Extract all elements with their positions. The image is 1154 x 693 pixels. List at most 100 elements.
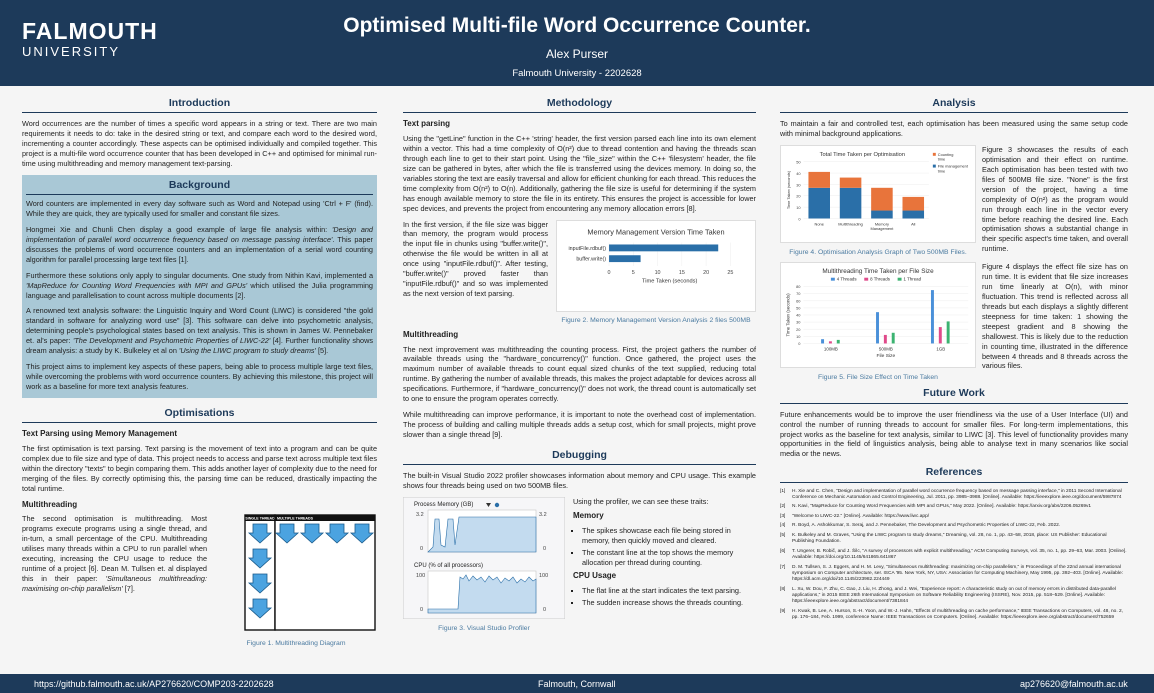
- figure-3: Process Memory (GB) 3.2 0 3.2 0 CPU (% o…: [402, 496, 566, 633]
- list-item: The constant line at the top shows the m…: [582, 548, 756, 568]
- debugging-p1: The built-in Visual Studio 2022 profiler…: [403, 471, 756, 491]
- bar: [938, 327, 942, 344]
- prof-cpu-label: CPU (% of all processors): [414, 563, 483, 569]
- poster-header: FALMOUTH UNIVERSITY Optimised Multi-file…: [0, 0, 1154, 86]
- svg-text:0: 0: [420, 607, 423, 613]
- reference-text: N. Kavi, "MapReduce for Counting Word Fr…: [792, 504, 1092, 510]
- methodology-heading: Methodology: [403, 96, 756, 114]
- svg-text:0: 0: [420, 546, 423, 552]
- optimisations-p1: The first optimisation is text parsing. …: [22, 443, 377, 493]
- tick-label: 0: [608, 269, 611, 275]
- bar-segment: [808, 187, 830, 219]
- optimisations-sub2: Multithreading: [22, 499, 78, 509]
- tick-label: 5: [632, 269, 635, 275]
- analysis-p1: To maintain a fair and controlled test, …: [780, 119, 1128, 139]
- svg-text:3.2: 3.2: [539, 512, 547, 518]
- memory-version-chart: Memory Management Version Time Taken 0 5 10…: [556, 219, 756, 312]
- column-right: Analysis To maintain a fair and controll…: [780, 96, 1128, 625]
- reference-item: [4] R. Boyd, A. Ashokkumar, S. Seraj, and…: [780, 523, 1128, 529]
- category-label: Multithreading: [838, 221, 863, 226]
- tick-label: 25: [727, 269, 733, 275]
- arrow-icon: [247, 524, 273, 544]
- figure-4-caption: Figure 4. Optimisation Analysis Graph of…: [789, 249, 967, 257]
- legend-label: time: [938, 169, 945, 174]
- figure-3-caption: Figure 3. Visual Studio Profiler: [438, 624, 530, 632]
- chart-title: Memory Management Version Time Taken: [587, 227, 724, 236]
- tick-label: 20: [796, 327, 801, 332]
- tick-label: 15: [679, 269, 685, 275]
- tick-label: 50: [796, 306, 801, 311]
- reference-text: T. Ungerer, B. Robič, and J. Šilc, "A su…: [792, 548, 1127, 561]
- methodology-p4: While multithreading can improve perform…: [403, 410, 756, 439]
- legend-label: File management: [938, 164, 969, 169]
- category-label: Management: [871, 226, 895, 231]
- prof-mem-label: Process Memory (GB): [414, 502, 473, 508]
- category-label: 500MB: [879, 347, 893, 352]
- reference-number: [5]: [780, 532, 786, 538]
- reference-item: [1] H. Xie and C. Chen, "Design and imple…: [780, 489, 1128, 502]
- legend-swatch: [932, 152, 936, 156]
- bar: [883, 335, 887, 344]
- category-label: buffer.write(): [576, 256, 606, 262]
- tick-label: 40: [796, 171, 801, 176]
- bar: [609, 243, 719, 251]
- bar-segment: [839, 187, 862, 219]
- fig1-multi-label: MULTIPLE THREADS: [277, 517, 314, 521]
- category-label: All: [911, 221, 915, 226]
- reference-number: [7]: [780, 564, 786, 570]
- legend-swatch: [830, 277, 835, 281]
- reference-number: [2]: [780, 504, 786, 510]
- footer-email-link[interactable]: ap276620@falmouth.ac.uk: [1020, 679, 1128, 689]
- figure-1-caption: Figure 1. Multithreading Diagram: [246, 640, 346, 648]
- arrow-icon: [247, 549, 273, 569]
- background-p2: Hongmei Xie and Chunli Chen display a go…: [26, 224, 373, 264]
- figure-2: Memory Management Version Time Taken 0 5 10…: [556, 219, 756, 326]
- references-list: [1] H. Xie and C. Chen, "Design and imple…: [780, 489, 1128, 622]
- tick-label: 30: [796, 182, 801, 187]
- reference-item: [8] L. Xu, W. Dou, F. Zhu, C. Gao, J. Liu…: [780, 587, 1128, 606]
- debugging-heading: Debugging: [403, 448, 756, 466]
- methodology-p1: Using the "getLine" function in the C++ …: [403, 134, 757, 213]
- affiliation: Falmouth University - 2202628: [512, 68, 642, 79]
- cpu-list: The flat line at the start indicates the…: [573, 586, 756, 608]
- bar-segment: [871, 210, 893, 219]
- background-p5: This project aims to implement key aspec…: [26, 362, 373, 391]
- bar: [946, 321, 950, 344]
- title-block: Optimised Multi-file Word Occurrence Cou…: [250, 14, 904, 79]
- tick-label: 30: [796, 320, 801, 325]
- fig1-single-label: SINGLE THREAD: [245, 517, 275, 521]
- footer-github-link[interactable]: https://github.falmouth.ac.uk/AP276620/C…: [34, 679, 274, 689]
- bar-segment: [902, 210, 925, 219]
- methodology-p3: The next improvement was multithreading …: [403, 344, 756, 404]
- tick-label: 10: [796, 334, 801, 339]
- reference-text: H. Kwak, B. Lee, A. Hurson, S.-H. Yoon, …: [792, 608, 1124, 621]
- optimisations-sub1: Text Parsing using Memory Management: [22, 429, 177, 439]
- bar-segment: [902, 197, 925, 211]
- bar: [876, 312, 879, 344]
- future-work-heading: Future Work: [780, 386, 1128, 404]
- reference-text: R. Boyd, A. Ashokkumar, S. Seraj, and J.…: [792, 523, 1061, 529]
- tick-label: 50: [796, 160, 801, 165]
- tick-label: 60: [796, 299, 801, 304]
- poster-title: Optimised Multi-file Word Occurrence Cou…: [343, 14, 811, 37]
- svg-text:3.2: 3.2: [416, 512, 424, 518]
- arrow-icon: [274, 524, 300, 544]
- footer-location: Falmouth, Cornwall: [538, 679, 616, 689]
- introduction-text: Word occurrences are the number of times…: [22, 119, 377, 168]
- arrow-icon: [324, 524, 350, 544]
- list-item: The spikes showcase each file being stor…: [582, 526, 756, 546]
- arrow-icon: [247, 574, 273, 594]
- arrow-icon: [349, 524, 375, 544]
- reference-item: [6] T. Ungerer, B. Robič, and J. Šilc, "A…: [780, 549, 1128, 562]
- list-item: The flat line at the start indicates the…: [582, 586, 756, 596]
- filesize-chart: Multithreading Time Taken per File Size 4…: [780, 262, 976, 369]
- future-work-text: Future enhancements would be to improve …: [780, 409, 1128, 459]
- methodology-p2: In the first version, if the file size w…: [403, 219, 548, 298]
- category-label: Memory: [875, 221, 889, 226]
- tick-label: 20: [796, 194, 801, 199]
- legend-label: Counting: [938, 152, 954, 157]
- reference-number: [6]: [780, 548, 786, 554]
- legend-label: 4 Threads: [837, 277, 858, 282]
- background-p3: Furthermore these solutions only apply t…: [26, 270, 373, 300]
- svg-text:0: 0: [543, 607, 546, 613]
